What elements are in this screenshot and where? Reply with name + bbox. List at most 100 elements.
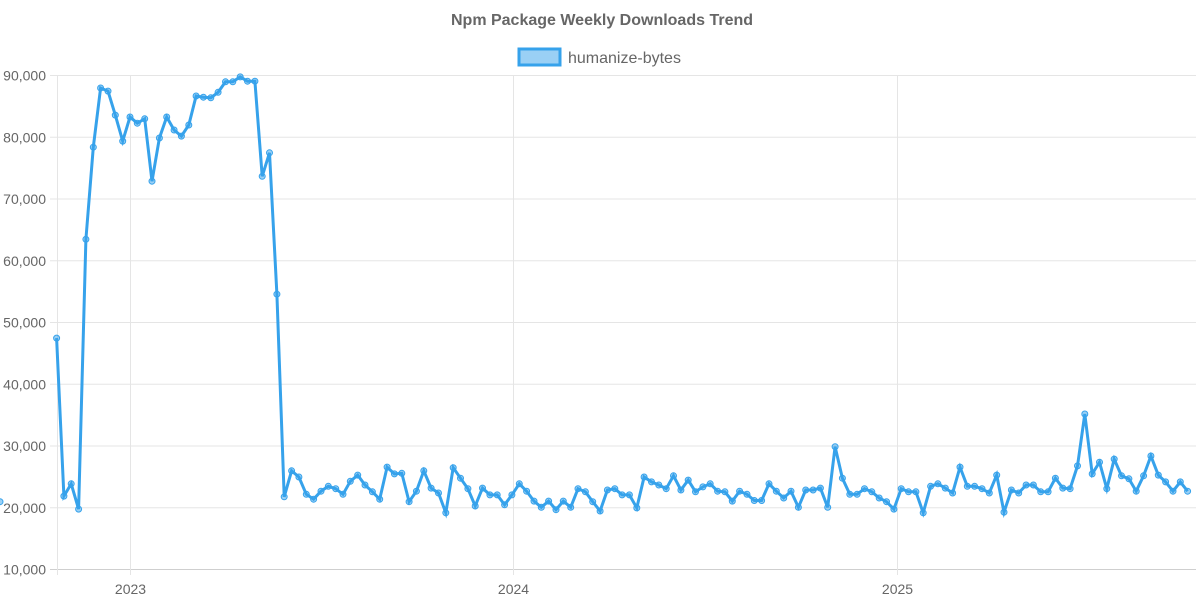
data-point	[1088, 470, 1096, 478]
data-point	[354, 471, 362, 479]
data-point	[772, 487, 780, 495]
data-point	[912, 488, 920, 496]
data-point	[949, 489, 957, 497]
data-point	[640, 473, 648, 481]
data-point	[1169, 487, 1177, 495]
data-point	[1044, 488, 1052, 496]
y-tick-label: 20,000	[3, 500, 46, 516]
data-point	[368, 488, 376, 496]
legend-swatch	[517, 47, 562, 67]
data-point	[60, 492, 68, 500]
data-point	[714, 487, 722, 495]
data-point	[743, 490, 751, 498]
y-axis: 10,000 20,000 30,000 40,000 50,000 60,000 70,0…	[3, 68, 46, 578]
data-point	[1059, 484, 1067, 492]
data-point	[846, 490, 854, 498]
data-point	[119, 137, 127, 145]
data-point	[177, 132, 185, 140]
data-point	[1066, 485, 1074, 493]
data-point	[1140, 472, 1148, 480]
data-point	[633, 504, 641, 512]
data-point	[758, 497, 766, 504]
data-point	[927, 482, 935, 490]
data-point	[993, 471, 1001, 479]
data-point	[82, 235, 90, 243]
y-tick-label: 30,000	[3, 438, 46, 454]
data-point	[890, 505, 898, 513]
data-point	[618, 491, 626, 499]
data-point	[853, 490, 861, 498]
data-point	[589, 498, 597, 506]
data-point	[207, 94, 215, 102]
data-point	[192, 92, 200, 100]
data-point	[1081, 410, 1089, 418]
data-point	[985, 489, 993, 497]
data-point	[266, 149, 273, 157]
data-point	[244, 77, 251, 85]
data-point	[383, 463, 391, 471]
data-point	[515, 480, 523, 488]
data-point	[104, 87, 112, 95]
y-tick-label: 70,000	[3, 191, 46, 207]
x-axis: 2023 2024 2025	[115, 581, 913, 597]
data-point	[199, 93, 207, 101]
data-point	[699, 483, 707, 491]
data-point	[574, 485, 582, 493]
data-point	[148, 177, 156, 185]
data-point	[346, 477, 354, 485]
y-tick-label: 60,000	[3, 253, 46, 269]
data-point	[449, 464, 457, 472]
data-point	[302, 490, 310, 498]
data-point	[919, 509, 927, 517]
data-point	[398, 469, 406, 477]
data-point	[816, 484, 824, 492]
data-point	[941, 484, 949, 492]
data-point	[794, 503, 802, 511]
data-point	[251, 77, 259, 85]
x-tick-label: 2024	[498, 581, 529, 597]
data-point	[1154, 471, 1162, 479]
data-point	[222, 78, 229, 86]
data-point	[258, 172, 266, 180]
data-point	[457, 474, 464, 482]
data-point	[677, 486, 685, 494]
legend[interactable]: humanize-bytes	[517, 47, 681, 67]
data-point	[537, 503, 545, 511]
data-point	[905, 488, 912, 496]
data-point	[897, 485, 905, 493]
data-point	[670, 472, 677, 480]
data-point	[523, 487, 531, 495]
data-point	[655, 481, 663, 489]
data-point	[736, 487, 744, 495]
data-point	[126, 113, 134, 121]
data-point	[1132, 487, 1140, 495]
data-point	[1037, 488, 1045, 496]
data-point	[1096, 458, 1103, 466]
data-point	[780, 494, 788, 502]
data-point	[530, 497, 538, 505]
data-point	[596, 507, 604, 515]
data-point	[1074, 462, 1081, 470]
data-point	[53, 334, 61, 342]
data-point	[332, 485, 340, 493]
data-point	[464, 485, 472, 493]
series-humanize-bytes	[0, 73, 1192, 519]
data-point	[376, 495, 384, 503]
data-point	[1029, 481, 1037, 489]
data-point	[442, 509, 450, 517]
data-point	[545, 497, 553, 505]
data-point	[280, 493, 288, 501]
data-point	[75, 505, 83, 513]
data-point	[1184, 487, 1192, 495]
data-point	[435, 489, 442, 497]
data-point	[692, 488, 699, 496]
grid	[50, 75, 1196, 575]
data-point	[603, 486, 611, 494]
data-point	[648, 478, 655, 486]
data-point	[721, 488, 729, 496]
data-point	[1015, 489, 1023, 497]
data-point	[868, 488, 876, 496]
data-point	[765, 480, 773, 488]
data-point	[214, 88, 222, 96]
y-tick-label: 40,000	[3, 376, 46, 392]
